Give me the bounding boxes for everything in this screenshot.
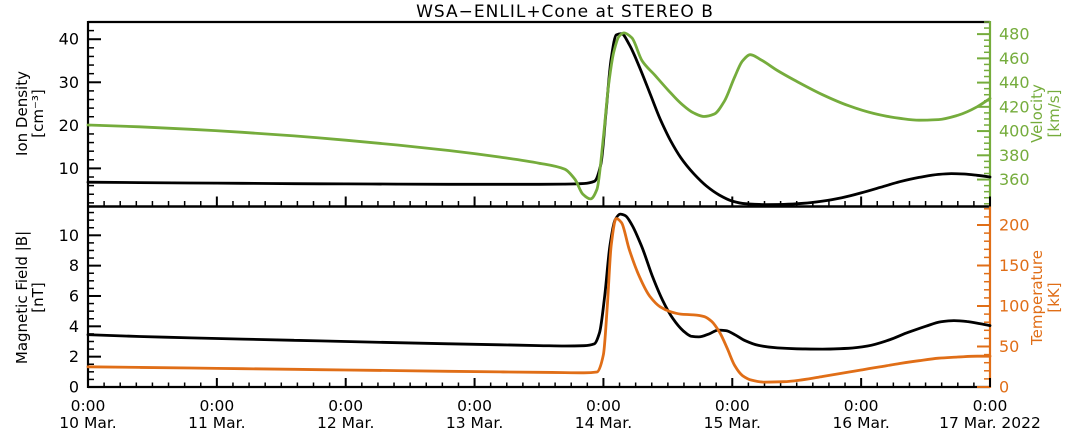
y-tick-label-left: 20	[59, 116, 79, 135]
left-axis-unit: [cm⁻³]	[29, 89, 47, 138]
x-tick-time-label: 0:00	[844, 397, 879, 415]
x-tick-date-label: 16 Mar.	[832, 414, 889, 432]
y-tick-label-left: 8	[69, 256, 79, 275]
y-tick-label-left: 30	[59, 73, 79, 92]
y-tick-label-left: 4	[69, 317, 79, 336]
left-axis-unit: [nT]	[29, 282, 47, 312]
magnetic-field-curve	[86, 212, 992, 351]
y-tick-label-right: 200	[999, 216, 1030, 235]
right-axis-unit: [kK]	[1045, 282, 1063, 312]
x-tick-date-label: 13 Mar.	[446, 414, 503, 432]
x-tick-time-label: 0:00	[328, 397, 363, 415]
y-tick-label-left: 10	[59, 226, 79, 245]
y-tick-label-right: 400	[999, 122, 1030, 141]
temperature-curve	[86, 217, 992, 384]
x-tick-date-label: 12 Mar.	[317, 414, 374, 432]
y-tick-label-left: 10	[59, 159, 79, 178]
x-tick-date-label: 15 Mar.	[704, 414, 761, 432]
y-tick-label-right: 360	[999, 170, 1030, 189]
right-axis-unit: [km/s]	[1045, 90, 1063, 138]
y-tick-label-right: 380	[999, 146, 1030, 165]
x-tick-time-label: 0:00	[457, 397, 492, 415]
x-tick-time-label: 0:00	[199, 397, 234, 415]
left-axis-title: Magnetic Field |B|	[13, 231, 31, 364]
x-tick-time-label: 0:00	[586, 397, 621, 415]
x-tick-date-label: 10 Mar.	[59, 414, 116, 432]
y-tick-label-left: 0	[69, 378, 79, 397]
y-tick-label-left: 2	[69, 347, 79, 366]
y-tick-label-left: 6	[69, 286, 79, 305]
y-tick-label-right: 0	[999, 378, 1009, 397]
x-tick-time-label: 0:00	[715, 397, 750, 415]
data-curves	[86, 31, 992, 384]
y-tick-label-right: 460	[999, 49, 1030, 68]
y-tick-label-right: 420	[999, 97, 1030, 116]
right-axis-title: Temperature	[1028, 250, 1046, 346]
right-axis-title: Velocity	[1028, 84, 1046, 143]
x-tick-time-label: 0:00	[71, 397, 106, 415]
y-tick-label-right: 440	[999, 73, 1030, 92]
y-tick-label-right: 100	[999, 297, 1030, 316]
y-tick-label-right: 50	[999, 337, 1019, 356]
y-tick-label-right: 150	[999, 256, 1030, 275]
y-tick-label-right: 480	[999, 25, 1030, 44]
x-tick-date-label: 11 Mar.	[188, 414, 245, 432]
ion-density-curve	[86, 32, 992, 207]
x-tick-time-label: 0:00	[973, 397, 1008, 415]
velocity-curve	[86, 31, 992, 201]
x-tick-date-label: 17 Mar. 2022	[939, 414, 1041, 432]
x-tick-date-label: 14 Mar.	[575, 414, 632, 432]
axis-ticks	[87, 21, 991, 388]
y-tick-label-left: 40	[59, 30, 79, 49]
left-axis-title: Ion Density	[13, 71, 31, 156]
chart-title: WSA−ENLIL+Cone at STEREO B	[416, 2, 714, 22]
